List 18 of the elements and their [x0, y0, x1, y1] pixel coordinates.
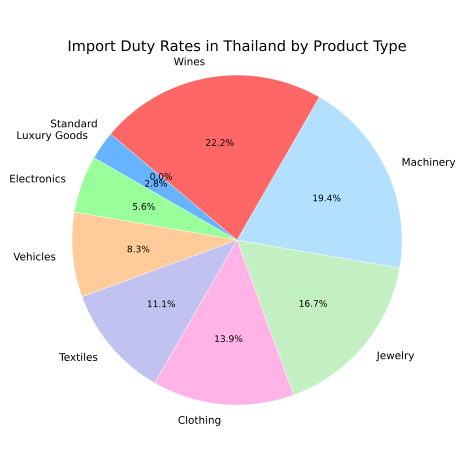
data-label: 11.1% [148, 300, 176, 308]
data-label: 5.6% [133, 203, 155, 210]
data-label: 19.4% [313, 194, 340, 202]
data-label: 2.8% [145, 180, 167, 187]
slice-label: Electronics [10, 174, 66, 182]
slice-label: Wines [174, 57, 205, 66]
chart-title: Import Duty Rates in Thailand by Product Type [68, 40, 406, 54]
data-label: 13.9% [215, 335, 242, 342]
slice-label: Clothing [178, 416, 220, 426]
slice-label: Vehicles [13, 252, 56, 260]
slice-label: Jewelry [376, 351, 414, 362]
slice-label: Machinery [402, 158, 456, 168]
data-label: 8.3% [128, 246, 150, 252]
slice-label: Textiles [59, 352, 98, 361]
data-label: 22.2% [206, 139, 234, 146]
slice-label: Luxury Goods [17, 131, 88, 142]
category-label: Standard [50, 119, 97, 128]
data-label: 16.7% [300, 300, 327, 307]
